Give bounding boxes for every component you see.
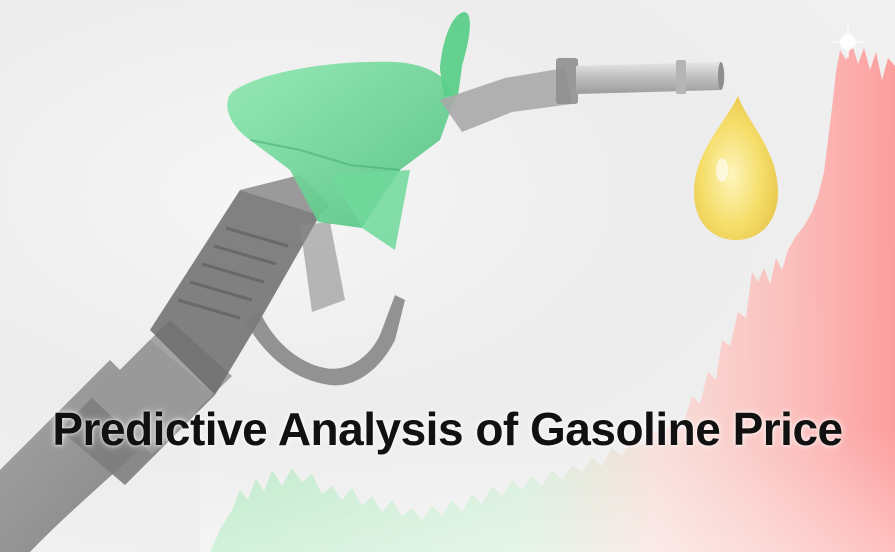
banner-title: Predictive Analysis of Gasoline Price bbox=[52, 403, 843, 455]
fuel-nozzle-icon bbox=[0, 12, 725, 552]
price-trend-area bbox=[200, 26, 895, 552]
fuel-drop-icon bbox=[694, 96, 778, 240]
